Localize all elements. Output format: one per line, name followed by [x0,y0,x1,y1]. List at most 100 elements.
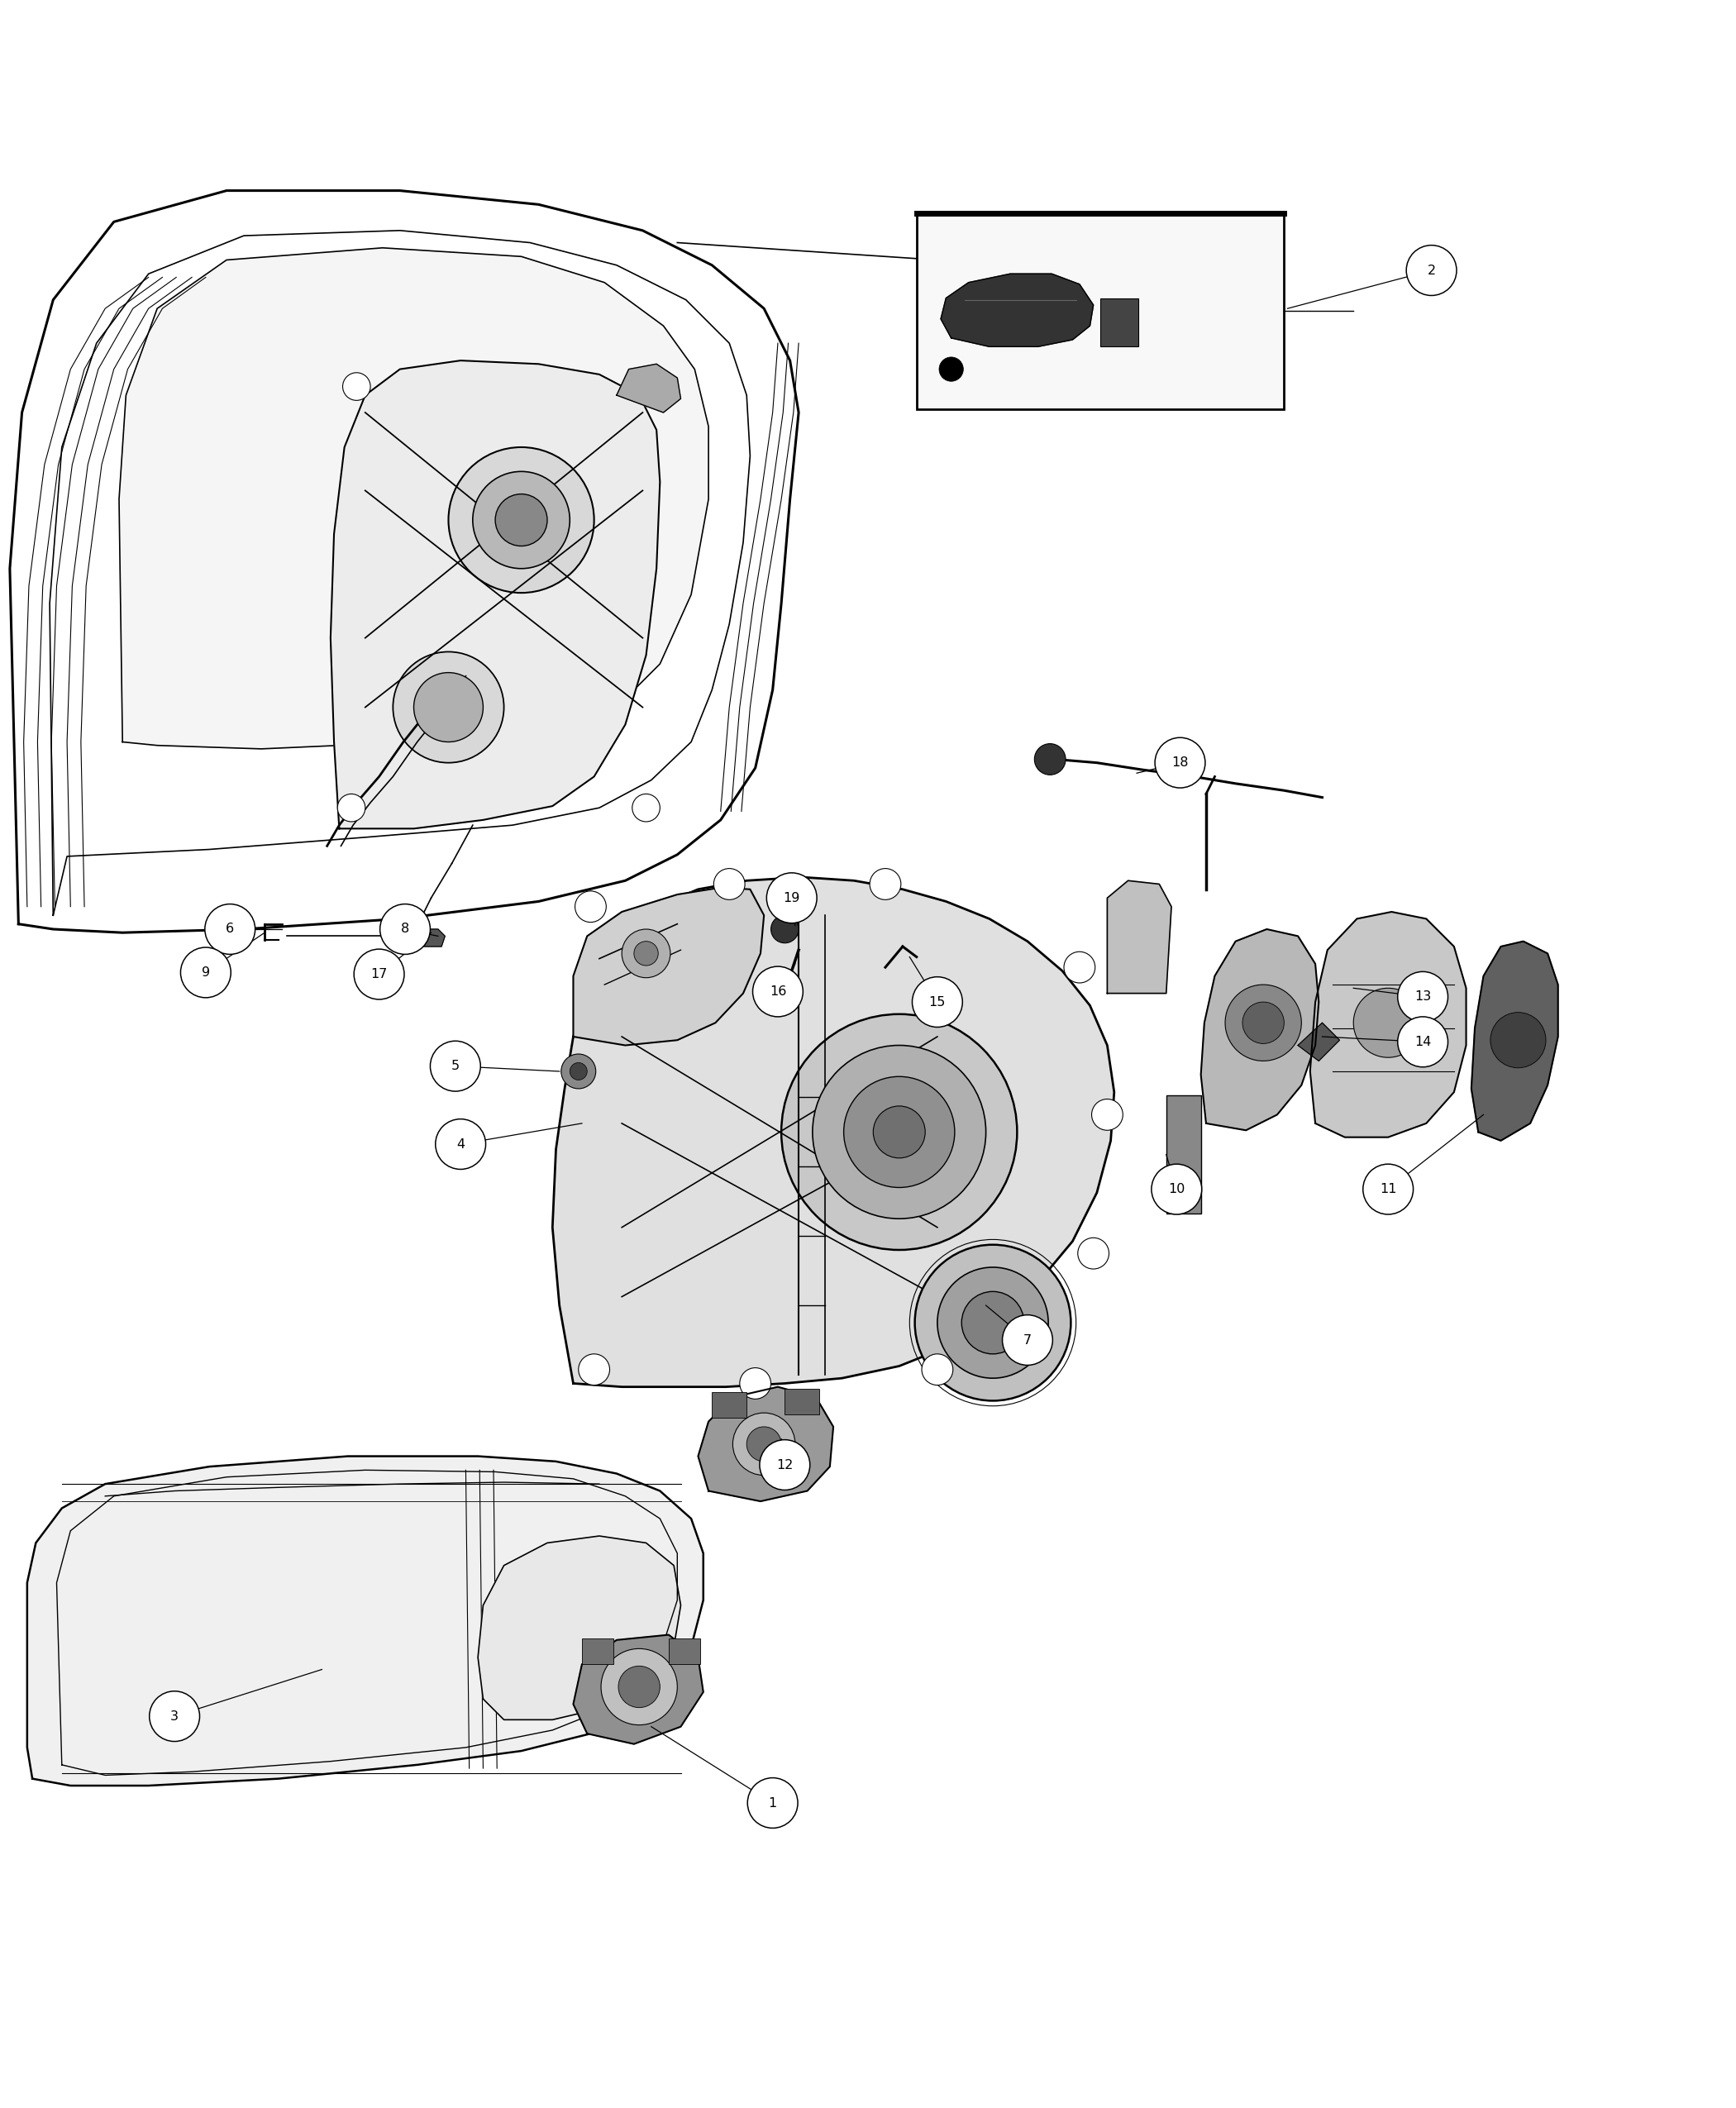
Polygon shape [573,887,764,1046]
Circle shape [713,868,745,900]
Circle shape [495,493,547,546]
Circle shape [431,1041,481,1092]
Circle shape [760,1440,811,1490]
Text: 5: 5 [451,1060,460,1073]
Circle shape [634,942,658,965]
Circle shape [1002,1315,1052,1366]
Circle shape [380,904,431,955]
Circle shape [753,965,804,1016]
Bar [917,213,1285,409]
Circle shape [149,1691,200,1741]
Text: 15: 15 [929,995,946,1008]
Polygon shape [1311,913,1467,1136]
Bar [668,1638,700,1663]
Circle shape [1078,1237,1109,1269]
Text: 2: 2 [1427,264,1436,276]
Polygon shape [1201,930,1319,1130]
Text: 10: 10 [1168,1183,1186,1195]
Circle shape [1243,1001,1285,1043]
Bar [1101,297,1139,346]
Circle shape [1092,1098,1123,1130]
Text: 8: 8 [401,923,410,936]
Polygon shape [698,1387,833,1501]
Circle shape [771,915,799,942]
Polygon shape [573,1636,703,1743]
Bar [582,1638,613,1663]
Circle shape [1397,972,1448,1022]
Polygon shape [396,930,444,946]
Text: 19: 19 [783,892,800,904]
Polygon shape [1108,881,1172,993]
Circle shape [1226,984,1302,1060]
Text: 17: 17 [372,968,387,980]
Text: 6: 6 [226,923,234,936]
Bar [785,1389,819,1414]
Bar [712,1391,746,1419]
Text: 16: 16 [769,984,786,997]
Text: 9: 9 [201,965,210,978]
Circle shape [844,1077,955,1187]
Circle shape [625,373,653,401]
Circle shape [601,1648,677,1724]
Circle shape [1491,1012,1545,1069]
Circle shape [1151,1164,1201,1214]
Circle shape [561,1054,595,1088]
Circle shape [436,1119,486,1170]
Circle shape [781,1014,1017,1250]
Circle shape [1397,1016,1448,1067]
Circle shape [748,1777,799,1828]
Bar [1167,1096,1201,1214]
Circle shape [618,1665,660,1707]
Circle shape [448,447,594,592]
Circle shape [337,795,365,822]
Polygon shape [28,1457,703,1785]
Circle shape [181,946,231,997]
Circle shape [922,1353,953,1385]
Circle shape [205,904,255,955]
Circle shape [413,672,483,742]
Circle shape [1363,1164,1413,1214]
Circle shape [740,1368,771,1400]
Polygon shape [120,249,708,748]
Circle shape [1354,989,1424,1058]
Circle shape [354,949,404,999]
Circle shape [937,1267,1049,1379]
Circle shape [621,930,670,978]
Circle shape [392,651,503,763]
Polygon shape [1299,1022,1340,1060]
Text: 4: 4 [457,1138,465,1151]
Text: 12: 12 [776,1459,793,1471]
Text: 14: 14 [1415,1035,1430,1048]
Circle shape [575,892,606,921]
Polygon shape [616,365,681,413]
Circle shape [632,795,660,822]
Circle shape [733,1412,795,1476]
Circle shape [342,373,370,401]
Circle shape [1406,245,1457,295]
Circle shape [812,1046,986,1218]
Text: 7: 7 [1023,1334,1031,1347]
Circle shape [911,976,962,1027]
Text: 13: 13 [1415,991,1430,1003]
Circle shape [746,1427,781,1461]
Circle shape [767,873,818,923]
Polygon shape [941,274,1094,346]
Circle shape [915,1244,1071,1400]
Polygon shape [552,877,1115,1387]
Text: 1: 1 [769,1796,778,1809]
Polygon shape [477,1537,681,1720]
Circle shape [1154,738,1205,788]
Polygon shape [330,360,660,828]
Polygon shape [1472,942,1557,1140]
Text: 11: 11 [1380,1183,1396,1195]
Circle shape [962,1292,1024,1353]
Circle shape [578,1353,609,1385]
Text: 3: 3 [170,1710,179,1722]
Text: 18: 18 [1172,757,1189,769]
Circle shape [569,1062,587,1079]
Circle shape [472,472,569,569]
Circle shape [939,356,963,382]
Circle shape [873,1107,925,1157]
Circle shape [1035,744,1066,776]
Circle shape [870,868,901,900]
